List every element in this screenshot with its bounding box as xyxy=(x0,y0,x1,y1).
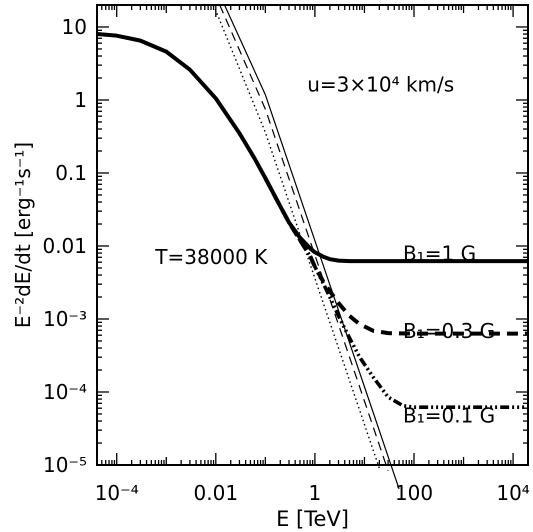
annotation-label: B₁=0.1 G xyxy=(403,404,495,428)
tick-labels: 10⁻⁴ 0.01 1 100 10⁴ 10 1 0.1 0.01 10⁻³ 10⁻⁴ 10⁻⁵ xyxy=(42,15,529,505)
y-tick-label: 0.01 xyxy=(42,234,87,258)
series-line-thick-solid xyxy=(96,32,528,264)
x-tick-label: 100 xyxy=(395,481,433,505)
y-tick-label: 10⁻⁵ xyxy=(43,453,87,477)
annotation-label: u=3×10⁴ km/s xyxy=(307,73,454,97)
series-line-thick-dotdash xyxy=(263,177,528,409)
annotation-label: B₁=1 G xyxy=(403,242,476,266)
y-tick-label: 1 xyxy=(74,88,87,112)
annotations: u=3×10⁴ km/s T=38000 K B₁=1 G B₁=0.3 G B₁=0.… xyxy=(154,73,495,428)
annotation-label: B₁=0.3 G xyxy=(403,319,495,343)
x-axis-label: E [TeV] xyxy=(276,507,349,531)
y-tick-label: 0.1 xyxy=(55,161,87,185)
x-tick-label: 10⁻⁴ xyxy=(95,481,139,505)
x-tick-label: 0.01 xyxy=(194,481,239,505)
annotation-label: T=38000 K xyxy=(154,245,268,269)
series-line-thin-solid xyxy=(223,4,400,490)
y-tick-label: 10⁻⁴ xyxy=(43,380,87,404)
series-layer xyxy=(96,4,528,490)
plot-frame xyxy=(96,4,529,466)
y-axis-label: E⁻²dE/dt [erg⁻¹s⁻¹] xyxy=(11,142,35,328)
y-tick-label: 10⁻³ xyxy=(43,307,87,331)
x-tick-label: 10⁴ xyxy=(496,481,529,505)
series-line-thick-dashed xyxy=(263,177,528,336)
x-tick-label: 1 xyxy=(309,481,322,505)
y-tick-label: 10 xyxy=(62,15,87,39)
series-line-thin-dashed xyxy=(219,4,389,472)
